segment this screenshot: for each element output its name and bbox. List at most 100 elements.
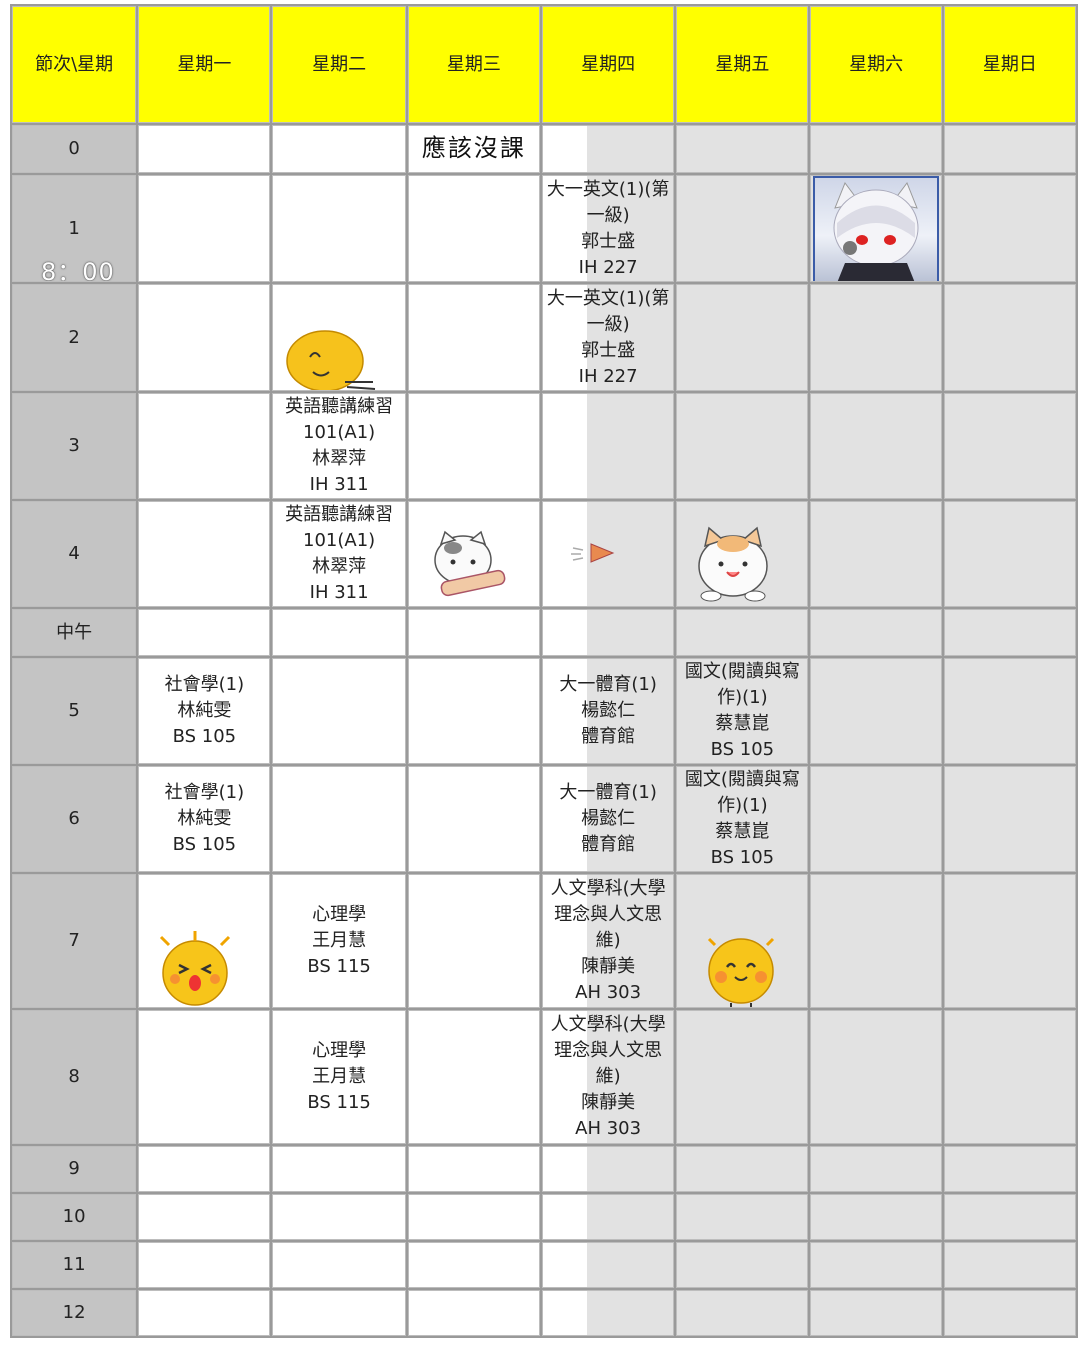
cell xyxy=(541,1194,675,1240)
period-row: 4 英語聽講練習 101(A1) 林翠萍 IH 311 xyxy=(12,501,1076,607)
course-cell[interactable]: 心理學 王月慧 BS 115 xyxy=(272,1010,406,1144)
period-row: 12 xyxy=(12,1290,1076,1336)
course-room: IH 311 xyxy=(309,474,369,495)
cell xyxy=(407,175,540,282)
cell xyxy=(810,1146,942,1192)
cell xyxy=(407,766,540,872)
cell xyxy=(943,501,1076,607)
course-cell[interactable]: 大一英文(1)(第 一級) 郭士盛 IH 227 xyxy=(541,175,675,282)
cell xyxy=(138,1010,271,1144)
course-cell[interactable]: 社會學(1) 林純雯 BS 105 xyxy=(138,766,271,872)
cell xyxy=(407,609,540,656)
period-label: 中午 xyxy=(12,609,137,656)
cell xyxy=(138,874,271,1008)
cell xyxy=(138,1194,271,1240)
course-name-cont: 理念與人文思 xyxy=(554,1040,663,1061)
course-code: 101(A1) xyxy=(303,530,376,551)
no-class-note: 應該沒課 xyxy=(421,133,526,162)
cell xyxy=(541,125,675,173)
cell xyxy=(810,1290,942,1336)
course-room: BS 115 xyxy=(307,1092,371,1113)
period-label: 5 xyxy=(12,658,137,764)
cell xyxy=(138,1290,271,1336)
course-name: 國文(閱讀與寫 xyxy=(684,769,800,790)
cell xyxy=(810,393,942,499)
cell xyxy=(943,1290,1076,1336)
cell xyxy=(272,1146,406,1192)
cell xyxy=(272,1194,406,1240)
cell xyxy=(138,609,271,656)
cell xyxy=(407,1010,540,1144)
cell xyxy=(676,393,809,499)
course-room: AH 303 xyxy=(575,1118,642,1139)
cell xyxy=(676,1194,809,1240)
cell xyxy=(541,1290,675,1336)
course-name: 國文(閱讀與寫 xyxy=(684,661,800,682)
course-cell[interactable]: 人文學科(大學 理念與人文思 維) 陳靜美 AH 303 xyxy=(541,1010,675,1144)
course-name: 大一英文(1)(第 xyxy=(546,178,670,200)
cell xyxy=(676,175,809,282)
cell xyxy=(676,284,809,391)
cell xyxy=(272,125,406,173)
cell xyxy=(272,1290,406,1336)
period-row: 2 大一英文(1)(第 一級) 郭士盛 IH 227 xyxy=(12,284,1076,391)
cell xyxy=(541,1242,675,1288)
day-header-sat: 星期六 xyxy=(810,6,942,123)
course-name: 人文學科(大學 xyxy=(550,878,666,899)
course-cell[interactable]: 社會學(1) 林純雯 BS 105 xyxy=(138,658,271,764)
period-row: 0 應該沒課 xyxy=(12,125,1076,173)
course-cell[interactable]: 大一體育(1) 楊懿仁 體育館 xyxy=(541,766,675,872)
course-name-cont: 一級) xyxy=(586,204,630,226)
course-cell[interactable]: 國文(閱讀與寫 作)(1) 蔡慧崑 BS 105 xyxy=(676,766,809,872)
cell xyxy=(810,874,942,1008)
cell xyxy=(541,609,675,656)
day-header-sun: 星期日 xyxy=(943,6,1076,123)
course-room: BS 105 xyxy=(172,726,237,747)
course-cell[interactable]: 人文學科(大學 理念與人文思 維) 陳靜美 AH 303 xyxy=(541,874,675,1008)
cell: 應該沒課 xyxy=(407,125,540,173)
course-teacher: 郭士盛 xyxy=(581,339,636,361)
course-teacher: 楊懿仁 xyxy=(581,700,636,721)
cat-sticker xyxy=(698,526,768,602)
cell xyxy=(272,658,406,764)
course-name: 社會學(1) xyxy=(164,674,245,695)
cell xyxy=(810,658,942,764)
period-label: 6 xyxy=(12,766,137,872)
anime-girl-avatar xyxy=(813,176,940,281)
course-room: AH 303 xyxy=(575,982,642,1003)
cell xyxy=(943,393,1076,499)
cell xyxy=(943,766,1076,872)
course-name-cont: 作)(1) xyxy=(717,795,768,816)
course-teacher: 王月慧 xyxy=(312,1066,367,1087)
cell xyxy=(810,766,942,872)
course-name: 社會學(1) xyxy=(164,782,245,803)
cell xyxy=(676,1242,809,1288)
timetable: 節次\星期 星期一 星期二 星期三 星期四 星期五 星期六 星期日 0 應該沒課… xyxy=(10,4,1078,1346)
cell xyxy=(407,1242,540,1288)
day-header-tue: 星期二 xyxy=(272,6,406,123)
period-row: 6 社會學(1) 林純雯 BS 105 大一體育(1) 楊懿仁 體育館 國文(閱… xyxy=(12,766,1076,872)
day-header-mon: 星期一 xyxy=(138,6,271,123)
period-row: 1 8：00 大一英文(1)(第 一級) 郭士盛 IH 227 xyxy=(12,175,1076,282)
cell xyxy=(943,175,1076,282)
course-cell[interactable]: 英語聽講練習 101(A1) 林翠萍 IH 311 xyxy=(272,393,406,499)
course-cell[interactable]: 大一英文(1)(第 一級) 郭士盛 IH 227 xyxy=(541,284,675,391)
course-cell[interactable]: 英語聽講練習 101(A1) 林翠萍 IH 311 xyxy=(272,501,406,607)
course-name-cont: 作)(1) xyxy=(717,687,768,708)
period-row: 5 社會學(1) 林純雯 BS 105 大一體育(1) 楊懿仁 體育館 國文(閱… xyxy=(12,658,1076,764)
period-label: 10 xyxy=(12,1194,137,1240)
course-name-cont: 維) xyxy=(595,1066,621,1087)
corner-header: 節次\星期 xyxy=(12,6,137,123)
course-teacher: 蔡慧崑 xyxy=(715,713,770,734)
course-cell[interactable]: 大一體育(1) 楊懿仁 體育館 xyxy=(541,658,675,764)
course-name-cont: 理念與人文思 xyxy=(554,904,663,925)
course-teacher: 林純雯 xyxy=(177,700,232,721)
day-header-thu: 星期四 xyxy=(541,6,675,123)
course-cell[interactable]: 心理學 王月慧 BS 115 xyxy=(272,874,406,1008)
cell xyxy=(138,1146,271,1192)
cell xyxy=(138,501,271,607)
cell xyxy=(810,501,942,607)
course-name-cont: 維) xyxy=(595,930,621,951)
course-cell[interactable]: 國文(閱讀與寫 作)(1) 蔡慧崑 BS 105 xyxy=(676,658,809,764)
cell xyxy=(272,175,406,282)
